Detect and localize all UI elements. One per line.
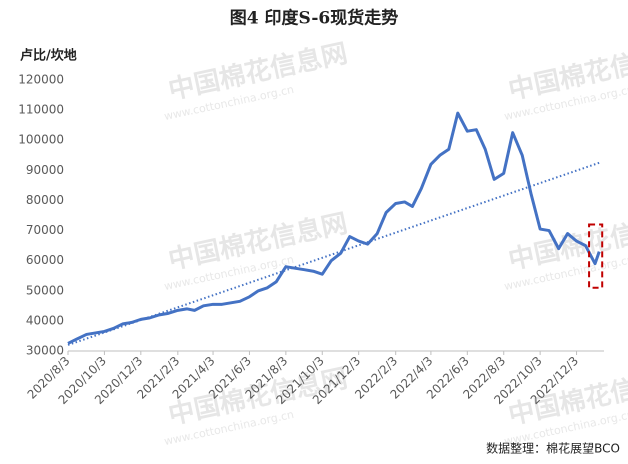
y-tick-label: 80000 <box>26 193 64 207</box>
y-tick-label: 30000 <box>26 344 64 358</box>
y-tick-label: 110000 <box>18 103 64 117</box>
y-tick-label: 90000 <box>26 163 64 177</box>
highlight-box <box>588 223 604 289</box>
y-tick-label: 50000 <box>26 283 64 297</box>
y-tick-label: 70000 <box>26 223 64 237</box>
y-tick-label: 120000 <box>18 73 64 87</box>
y-tick-label: 100000 <box>18 133 64 147</box>
y-tick-label: 40000 <box>26 313 64 327</box>
data-line <box>67 111 601 345</box>
y-tick-label: 60000 <box>26 253 64 267</box>
chart-title: 图4 印度S-6现货走势 <box>230 8 399 29</box>
trend-line <box>67 161 600 346</box>
source-note: 数据整理：棉花展望BCO <box>486 441 620 456</box>
y-axis-label: 卢比/坎地 <box>20 48 77 64</box>
